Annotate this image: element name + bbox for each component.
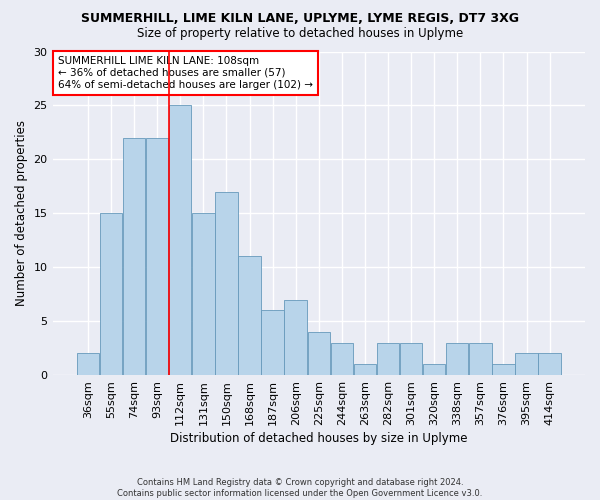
Bar xyxy=(308,332,330,375)
Text: Size of property relative to detached houses in Uplyme: Size of property relative to detached ho… xyxy=(137,28,463,40)
Bar xyxy=(215,192,238,375)
Bar xyxy=(538,354,561,375)
Bar xyxy=(192,214,215,375)
Bar xyxy=(331,342,353,375)
Text: Contains HM Land Registry data © Crown copyright and database right 2024.
Contai: Contains HM Land Registry data © Crown c… xyxy=(118,478,482,498)
Bar xyxy=(123,138,145,375)
Bar xyxy=(492,364,515,375)
Bar xyxy=(377,342,399,375)
Bar xyxy=(146,138,169,375)
Bar xyxy=(423,364,445,375)
Bar xyxy=(284,300,307,375)
Bar xyxy=(100,214,122,375)
Bar xyxy=(446,342,469,375)
Bar xyxy=(469,342,491,375)
Bar xyxy=(238,256,261,375)
Bar xyxy=(169,106,191,375)
Bar xyxy=(262,310,284,375)
Bar xyxy=(400,342,422,375)
Y-axis label: Number of detached properties: Number of detached properties xyxy=(15,120,28,306)
Bar xyxy=(77,354,99,375)
Bar xyxy=(515,354,538,375)
Text: SUMMERHILL, LIME KILN LANE, UPLYME, LYME REGIS, DT7 3XG: SUMMERHILL, LIME KILN LANE, UPLYME, LYME… xyxy=(81,12,519,26)
Text: SUMMERHILL LIME KILN LANE: 108sqm
← 36% of detached houses are smaller (57)
64% : SUMMERHILL LIME KILN LANE: 108sqm ← 36% … xyxy=(58,56,313,90)
X-axis label: Distribution of detached houses by size in Uplyme: Distribution of detached houses by size … xyxy=(170,432,467,445)
Bar xyxy=(354,364,376,375)
